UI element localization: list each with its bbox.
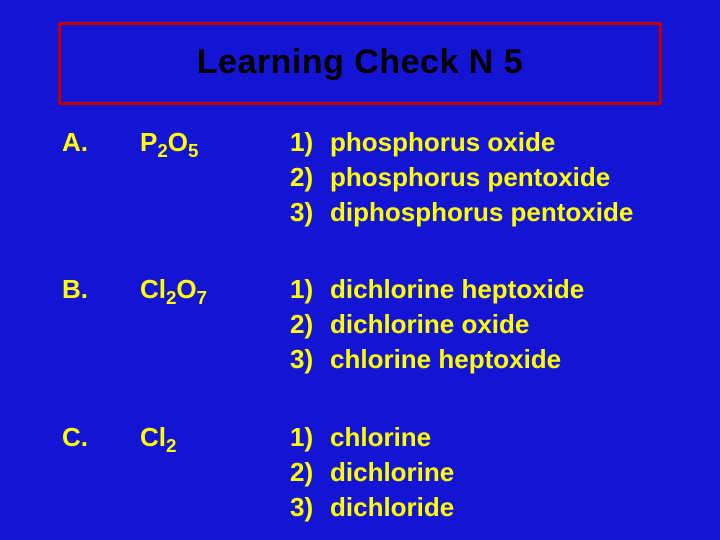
option-number: 3) bbox=[290, 490, 330, 525]
content-area: A. P2O5 1)phosphorus oxide 2)phosphorus … bbox=[0, 105, 720, 525]
option-item: 3)diphosphorus pentoxide bbox=[290, 195, 670, 230]
option-text: diphosphorus pentoxide bbox=[330, 195, 633, 230]
option-number: 2) bbox=[290, 455, 330, 490]
option-text: chlorine heptoxide bbox=[330, 342, 561, 377]
question-letter: A. bbox=[62, 125, 140, 160]
option-item: 1)phosphorus oxide bbox=[290, 125, 670, 160]
question-row: A. P2O5 1)phosphorus oxide 2)phosphorus … bbox=[62, 125, 670, 230]
option-text: dichlorine heptoxide bbox=[330, 272, 584, 307]
option-number: 1) bbox=[290, 125, 330, 160]
option-number: 1) bbox=[290, 272, 330, 307]
question-row: B. Cl2O7 1)dichlorine heptoxide 2)dichlo… bbox=[62, 272, 670, 377]
option-item: 2)dichlorine bbox=[290, 455, 670, 490]
option-text: phosphorus pentoxide bbox=[330, 160, 610, 195]
options-list: 1)chlorine 2)dichlorine 3)dichloride bbox=[290, 420, 670, 525]
question-row: C. Cl2 1)chlorine 2)dichlorine 3)dichlor… bbox=[62, 420, 670, 525]
option-text: chlorine bbox=[330, 420, 431, 455]
question-letter: C. bbox=[62, 420, 140, 455]
option-item: 2)dichlorine oxide bbox=[290, 307, 670, 342]
question-letter: B. bbox=[62, 272, 140, 307]
chemical-formula: P2O5 bbox=[140, 125, 290, 160]
option-item: 3)dichloride bbox=[290, 490, 670, 525]
option-text: phosphorus oxide bbox=[330, 125, 555, 160]
option-text: dichlorine bbox=[330, 455, 454, 490]
option-item: 3)chlorine heptoxide bbox=[290, 342, 670, 377]
option-text: dichloride bbox=[330, 490, 454, 525]
option-item: 2)phosphorus pentoxide bbox=[290, 160, 670, 195]
options-list: 1)phosphorus oxide 2)phosphorus pentoxid… bbox=[290, 125, 670, 230]
title-box: Learning Check N 5 bbox=[58, 22, 662, 105]
chemical-formula: Cl2O7 bbox=[140, 272, 290, 307]
option-item: 1)dichlorine heptoxide bbox=[290, 272, 670, 307]
options-list: 1)dichlorine heptoxide 2)dichlorine oxid… bbox=[290, 272, 670, 377]
slide-title: Learning Check N 5 bbox=[71, 43, 649, 82]
chemical-formula: Cl2 bbox=[140, 420, 290, 455]
option-number: 2) bbox=[290, 307, 330, 342]
option-text: dichlorine oxide bbox=[330, 307, 529, 342]
option-number: 2) bbox=[290, 160, 330, 195]
option-number: 3) bbox=[290, 342, 330, 377]
option-number: 3) bbox=[290, 195, 330, 230]
option-number: 1) bbox=[290, 420, 330, 455]
option-item: 1)chlorine bbox=[290, 420, 670, 455]
